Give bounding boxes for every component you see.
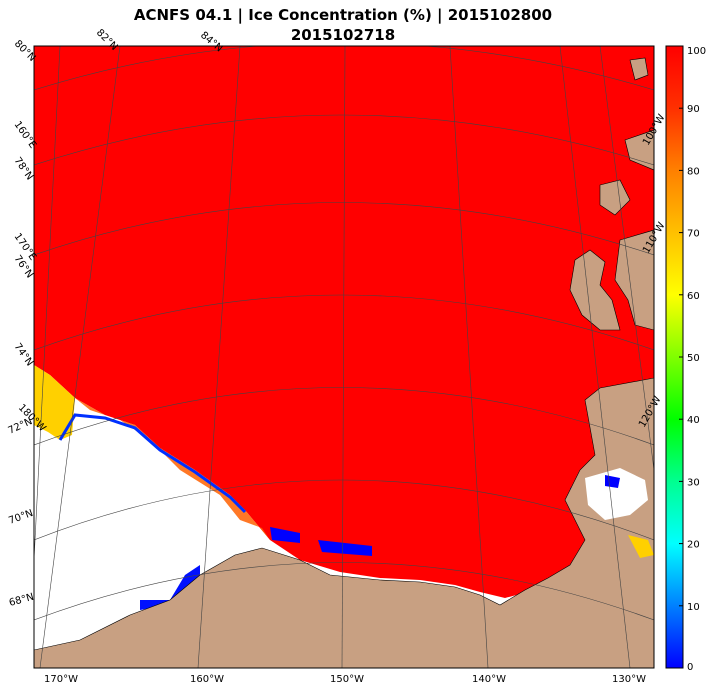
low-ice-patch-2 <box>318 540 372 556</box>
map-title: ACNFS 04.1 | Ice Concentration (%) | 201… <box>133 6 553 24</box>
longitude-lines <box>34 46 654 668</box>
land-small-island-north <box>629 57 649 81</box>
lon-label-130w: 130°W <box>612 674 646 685</box>
colorbar-tick-label: 100 <box>687 46 706 57</box>
colorbar-tick-label: 20 <box>687 540 700 551</box>
lat-label-68: 68°N <box>8 592 35 609</box>
low-ice-patch-3 <box>140 565 200 610</box>
ice-edge-blue-line <box>58 413 247 514</box>
colorbar-tick-label: 50 <box>687 353 700 364</box>
colorbar-tick-label: 10 <box>687 602 700 613</box>
map-plot-area <box>34 46 654 668</box>
land-melville-island <box>624 129 654 171</box>
land-alaska <box>34 377 654 668</box>
lat-label-78: 78°N <box>12 155 35 182</box>
lon-label-160w: 160°W <box>190 674 224 685</box>
colorbar-tick-label: 90 <box>687 104 700 115</box>
map-subtitle-valid-time: 2015102718 <box>290 26 396 44</box>
lon-label-140w: 140°W <box>472 674 506 685</box>
lat-label-72: 72°N <box>7 416 35 437</box>
sea-ice-pack <box>34 46 654 598</box>
land-prince-patrick-island <box>599 179 631 216</box>
land-banks-island <box>569 249 621 331</box>
open-water-mackenzie-bay <box>585 468 648 520</box>
map-frame <box>33 45 655 669</box>
lon-label-150w: 150°W <box>330 674 364 685</box>
colorbar-tick-label: 0 <box>687 662 693 673</box>
lat-label-70: 70°N <box>7 508 34 527</box>
colorbar-tick-label: 40 <box>687 415 700 426</box>
land-victoria-island <box>614 229 654 331</box>
latitude-lines <box>34 46 654 621</box>
ice-edge-yellow-east <box>628 535 654 558</box>
low-ice-patch-1 <box>270 527 300 543</box>
ice-edge-yellow-west <box>34 365 75 440</box>
colorbar-tick-label: 30 <box>687 477 700 488</box>
colorbar-tick-label: 80 <box>687 166 700 177</box>
lon-label-170w: 170°W <box>44 674 78 685</box>
colorbar-tick-label: 60 <box>687 291 700 302</box>
colorbar-tick-label: 70 <box>687 229 700 240</box>
lat-label-74: 74°N <box>12 341 35 368</box>
